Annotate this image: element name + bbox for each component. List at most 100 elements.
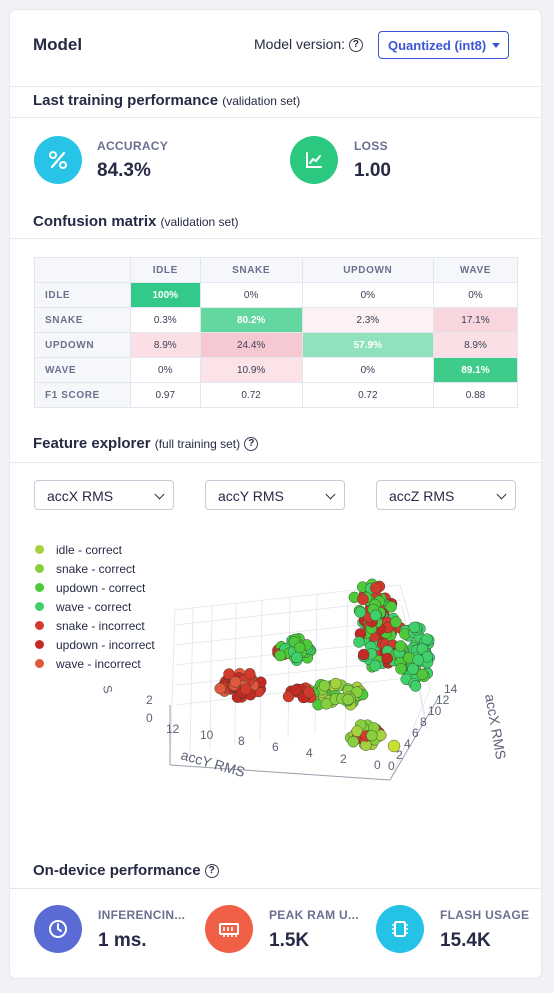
scatter-point[interactable]: [394, 640, 407, 652]
model-title: Model: [33, 35, 83, 54]
legend-label: snake - incorrect: [56, 618, 145, 633]
help-icon[interactable]: ?: [244, 437, 259, 452]
legend-label: wave - incorrect: [56, 656, 141, 671]
scatter-point[interactable]: [403, 651, 415, 664]
scatter-point[interactable]: [357, 648, 370, 661]
scatter-point[interactable]: [357, 593, 369, 605]
scatter-point[interactable]: [274, 649, 286, 662]
scatter-point[interactable]: [390, 616, 402, 628]
scatter-point[interactable]: [223, 668, 235, 680]
confusion-subtitle: (validation set): [160, 215, 239, 229]
scatter-point[interactable]: [387, 739, 401, 753]
matrix-cell: 8.9%: [130, 332, 201, 358]
percent-icon: [34, 136, 82, 184]
scatter-point[interactable]: [229, 676, 242, 688]
scatter-point[interactable]: [291, 651, 303, 664]
ondevice-title-text: On-device performance: [33, 862, 201, 879]
matrix-cell: 10.9%: [199, 357, 303, 383]
scatter-point[interactable]: [366, 729, 378, 742]
scatter-point[interactable]: [407, 663, 419, 675]
scatter-point[interactable]: [385, 601, 397, 613]
matrix-cell: 0%: [130, 357, 201, 383]
chevron-down-icon: [325, 489, 336, 500]
plot-axes: [169, 694, 441, 781]
matrix-corner: [34, 257, 131, 283]
x-axis-select[interactable]: accX RMS: [34, 480, 174, 510]
x-tick-label: 2: [396, 748, 403, 762]
scatter-point[interactable]: [318, 680, 331, 692]
legend-item[interactable]: idle - correct: [35, 540, 155, 559]
scatter-point[interactable]: [330, 677, 342, 690]
scatter-point[interactable]: [342, 693, 354, 706]
legend-item[interactable]: wave - incorrect: [35, 654, 155, 673]
scatter-legend: idle - correct snake - correct updown - co…: [35, 540, 155, 673]
legend-item[interactable]: wave - correct: [35, 597, 155, 616]
legend-item[interactable]: snake - correct: [35, 559, 155, 578]
scatter-point[interactable]: [240, 683, 252, 696]
legend-dot-icon: [35, 659, 44, 668]
legend-label: snake - correct: [56, 561, 136, 576]
legend-label: updown - incorrect: [56, 637, 155, 652]
matrix-row: WAVE 0% 10.9% 0% 89.1%: [34, 357, 519, 383]
scatter-point[interactable]: [412, 654, 424, 666]
y-tick-label: 10: [200, 728, 214, 742]
legend-item[interactable]: snake - incorrect: [35, 616, 155, 635]
scatter-point[interactable]: [214, 682, 226, 695]
legend-dot-icon: [35, 583, 44, 592]
matrix-header-row: IDLE SNAKE UPDOWN WAVE: [34, 257, 519, 283]
matrix-cell: 57.9%: [301, 332, 434, 358]
help-icon[interactable]: ?: [204, 864, 219, 879]
scatter-point[interactable]: [289, 684, 302, 696]
scatter-point[interactable]: [370, 582, 382, 594]
y-axis-select[interactable]: accY RMS: [205, 480, 345, 510]
legend-dot-icon: [35, 621, 44, 630]
matrix-col-header: IDLE: [130, 257, 201, 283]
scatter-point[interactable]: [244, 668, 256, 680]
scatter-point[interactable]: [409, 680, 422, 692]
matrix-cell: 0%: [199, 282, 303, 308]
accuracy-label: ACCURACY: [97, 139, 169, 153]
ram-value: 1.5K: [269, 930, 310, 951]
scatter-point[interactable]: [347, 735, 359, 748]
legend-label: idle - correct: [56, 542, 123, 557]
scatter-point[interactable]: [294, 641, 306, 654]
legend-item[interactable]: updown - correct: [35, 578, 155, 597]
scatter-point[interactable]: [416, 668, 429, 681]
help-icon[interactable]: ?: [348, 38, 363, 53]
x-axis-title: accX RMS: [482, 693, 509, 761]
accuracy-value: 84.3%: [97, 160, 151, 181]
scatter-point[interactable]: [320, 698, 333, 710]
model-version-value: Quantized (int8): [388, 38, 487, 53]
scatter-point[interactable]: [421, 633, 433, 645]
scatter-point[interactable]: [351, 725, 363, 737]
scatter-point[interactable]: [395, 663, 407, 675]
ram-label: PEAK RAM U...: [269, 908, 359, 922]
x-tick-label: 10: [428, 704, 442, 718]
y-tick-label: 12: [166, 722, 180, 736]
matrix-cell: 89.1%: [432, 357, 519, 383]
scatter-point[interactable]: [354, 606, 366, 618]
z-axis-select[interactable]: accZ RMS: [376, 480, 516, 510]
matrix-cell: 0.3%: [130, 307, 201, 333]
ondevice-title: On-device performance ?: [33, 862, 219, 879]
scatter-point[interactable]: [381, 652, 393, 665]
scatter-point[interactable]: [408, 621, 421, 634]
model-version-select[interactable]: Quantized (int8): [378, 31, 509, 59]
divider: [10, 86, 541, 87]
scatter-point[interactable]: [369, 660, 381, 672]
scatter-point[interactable]: [303, 686, 315, 699]
divider: [10, 238, 541, 239]
y-tick-label: 4: [306, 746, 313, 760]
matrix-cell: 0%: [432, 282, 519, 308]
chip-icon: [376, 905, 424, 953]
matrix-row-header: IDLE: [34, 282, 131, 308]
matrix-row: IDLE 100% 0% 0% 0%: [34, 282, 519, 308]
y-tick-label: 0: [374, 758, 381, 772]
matrix-cell: 17.1%: [432, 307, 519, 333]
scatter-point[interactable]: [353, 636, 365, 648]
scatter-point[interactable]: [370, 609, 382, 621]
legend-item[interactable]: updown - incorrect: [35, 635, 155, 654]
flash-value: 15.4K: [440, 930, 491, 951]
